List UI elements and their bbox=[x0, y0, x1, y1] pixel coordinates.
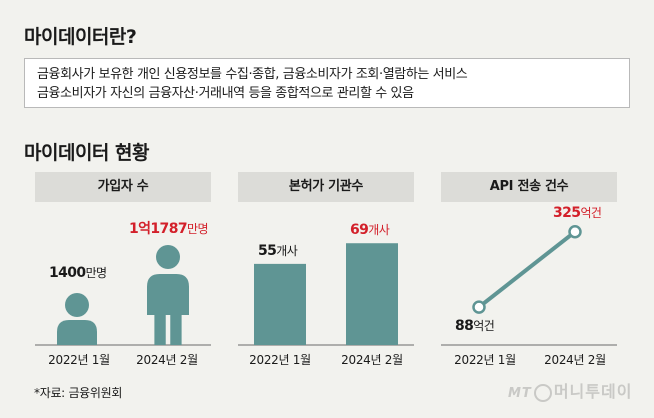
x-label-2022-subscribers: 2022년 1월 bbox=[48, 353, 110, 367]
section-title-status: 마이데이터 현황 bbox=[24, 142, 149, 164]
value-label-institutions-2024: 69개사 bbox=[350, 222, 390, 239]
institutions-panel: 본허가 기관수 55개사 69개사 2022년 1월 2024년 2월 bbox=[238, 172, 414, 372]
person-body bbox=[57, 320, 97, 345]
source-note: *자료: 금융위원회 bbox=[34, 386, 123, 400]
person-icon-2024 bbox=[147, 245, 189, 345]
institutions-chart: 55개사 69개사 2022년 1월 2024년 2월 bbox=[238, 212, 414, 372]
person-body bbox=[147, 274, 189, 345]
api-panel: API 전송 건수 88억건 325억건 2022년 1월 2024년 2월 bbox=[441, 172, 617, 372]
section-title-what-is-mydata: 마이데이터란? bbox=[24, 26, 137, 48]
data-point-2022 bbox=[472, 300, 486, 314]
value-label-institutions-2022: 55개사 bbox=[258, 242, 298, 259]
person-icon-2022 bbox=[57, 293, 97, 345]
definition-box: 금융회사가 보유한 개인 신용정보를 수집·종합, 금융소비자가 조회·열람하는… bbox=[24, 58, 630, 108]
value-label-api-2022: 88억건 bbox=[455, 318, 495, 335]
subscribers-chart: 1400만명 1억1787만명 2022년 1월 2024년 2월 bbox=[35, 212, 211, 372]
api-panel-title: API 전송 건수 bbox=[441, 172, 617, 202]
subscribers-svg bbox=[35, 245, 211, 346]
api-svg bbox=[441, 225, 617, 346]
person-head bbox=[156, 245, 180, 269]
definition-line-2: 금융소비자가 자신의 금융자산·거래내역 등을 종합적으로 관리할 수 있음 bbox=[37, 86, 414, 101]
x-label-2022-institutions: 2022년 1월 bbox=[249, 353, 311, 367]
definition-line-1: 금융회사가 보유한 개인 신용정보를 수집·종합, 금융소비자가 조회·열람하는… bbox=[37, 67, 468, 82]
value-label-subscribers-2024: 1억1787만명 bbox=[129, 221, 208, 237]
subscribers-panel-title: 가입자 수 bbox=[35, 172, 211, 202]
institutions-panel-title: 본허가 기관수 bbox=[238, 172, 414, 202]
data-point-2024 bbox=[568, 225, 582, 239]
value-label-subscribers-2022: 1400만명 bbox=[49, 265, 107, 281]
bar-2022 bbox=[254, 263, 306, 345]
bar-2024 bbox=[346, 243, 398, 345]
x-label-2024-subscribers: 2024년 2월 bbox=[136, 353, 198, 367]
subscribers-panel: 가입자 수 1400만명 1억1787만명 2022년 1월 2024년 2월 bbox=[35, 172, 211, 372]
x-label-2024-institutions: 2024년 2월 bbox=[341, 353, 403, 367]
watermark-logo: MT 머니투데이 bbox=[508, 382, 633, 402]
api-chart: 88억건 325억건 2022년 1월 2024년 2월 bbox=[441, 205, 617, 372]
series-line bbox=[477, 230, 577, 309]
x-label-2022-api: 2022년 1월 bbox=[454, 353, 516, 367]
person-head bbox=[65, 293, 89, 317]
institutions-svg bbox=[238, 243, 414, 346]
x-label-2024-api: 2024년 2월 bbox=[544, 353, 606, 367]
value-label-api-2024: 325억건 bbox=[553, 204, 602, 221]
logo-circle-icon bbox=[533, 383, 552, 402]
